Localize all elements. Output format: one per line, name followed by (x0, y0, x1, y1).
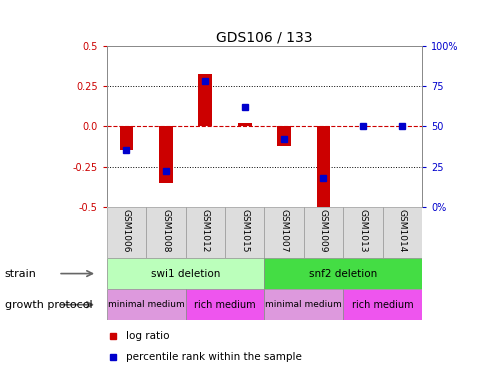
Text: GSM1006: GSM1006 (121, 209, 131, 253)
Bar (225, 207, 264, 258)
Bar (237, 123, 251, 126)
Text: swi1 deletion: swi1 deletion (151, 269, 220, 279)
Bar (185, 207, 225, 258)
Bar (264, 289, 342, 320)
Bar (303, 207, 342, 258)
Text: snf2 deletion: snf2 deletion (308, 269, 377, 279)
Bar (106, 258, 264, 289)
Bar (276, 126, 290, 146)
Bar (342, 207, 382, 258)
Bar (106, 289, 185, 320)
Text: GSM1015: GSM1015 (240, 209, 249, 253)
Text: GSM1007: GSM1007 (279, 209, 288, 253)
Bar (119, 126, 133, 150)
Text: GSM1014: GSM1014 (397, 209, 406, 253)
Text: GSM1008: GSM1008 (161, 209, 170, 253)
Text: GSM1012: GSM1012 (200, 209, 209, 253)
Bar (264, 207, 303, 258)
Bar (185, 289, 264, 320)
Text: minimal medium: minimal medium (107, 300, 184, 309)
Bar (146, 207, 185, 258)
Bar (342, 289, 421, 320)
Text: GSM1013: GSM1013 (358, 209, 366, 253)
Text: rich medium: rich medium (351, 300, 412, 310)
Text: GSM1009: GSM1009 (318, 209, 327, 253)
Text: percentile rank within the sample: percentile rank within the sample (125, 352, 301, 362)
Text: minimal medium: minimal medium (265, 300, 341, 309)
Bar (316, 126, 330, 207)
Bar (264, 258, 421, 289)
Bar (159, 126, 172, 183)
Bar (198, 74, 212, 126)
Bar (382, 207, 421, 258)
Text: strain: strain (5, 269, 37, 279)
Text: growth protocol: growth protocol (5, 300, 92, 310)
Text: rich medium: rich medium (194, 300, 255, 310)
Text: log ratio: log ratio (125, 331, 169, 341)
Title: GDS106 / 133: GDS106 / 133 (216, 31, 312, 45)
Bar (106, 207, 146, 258)
